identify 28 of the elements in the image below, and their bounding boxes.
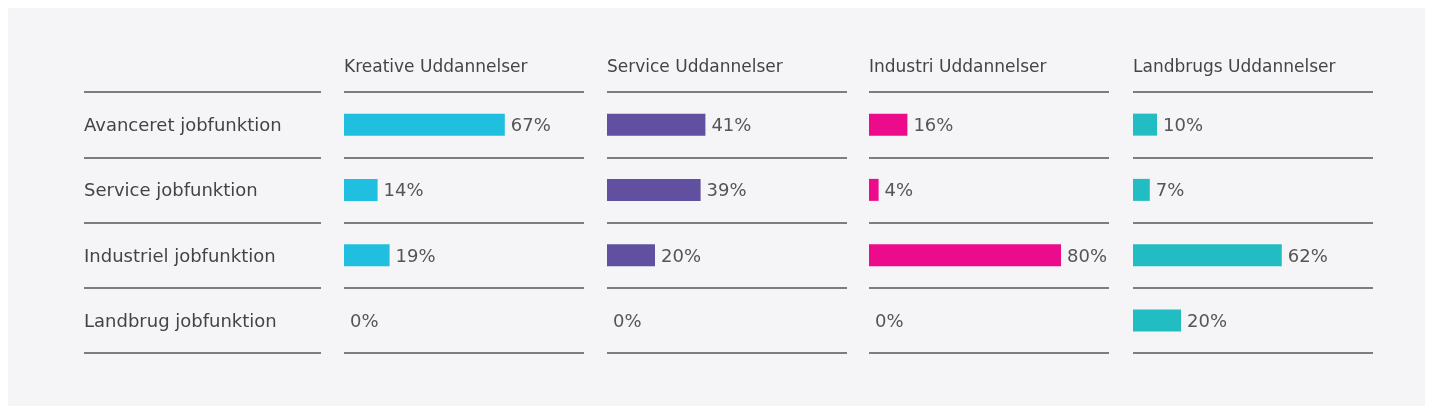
y-tick-label: Landbrug jobfunktion <box>84 309 277 331</box>
y-tick-label: Avanceret jobfunktion <box>84 114 282 136</box>
y-tick-label: Service jobfunktion <box>84 179 258 201</box>
data-label: 80% <box>1067 244 1108 266</box>
data-label: 67% <box>510 114 551 136</box>
data-label: 16% <box>913 114 954 136</box>
data-label: 7% <box>1155 179 1185 201</box>
data-label: 62% <box>1287 244 1328 266</box>
data-label: 0% <box>875 309 904 331</box>
data-label: 0% <box>350 309 379 331</box>
data-label: 4% <box>884 179 914 201</box>
chart-title: Kreative Uddannelser <box>344 55 528 76</box>
chart-title: Service Uddannelser <box>607 55 783 76</box>
chart-title: Industri Uddannelser <box>869 55 1047 76</box>
data-label: 0% <box>613 309 642 331</box>
data-label: 20% <box>661 244 702 266</box>
data-label: 41% <box>711 114 752 136</box>
data-label: 20% <box>1187 309 1228 331</box>
chart-title: Landbrugs Uddannelser <box>1133 55 1336 76</box>
data-label: 10% <box>1163 114 1204 136</box>
bar <box>1133 113 1157 136</box>
data-label: 19% <box>395 244 436 266</box>
data-label: 39% <box>706 179 747 201</box>
bar <box>1133 178 1150 201</box>
y-tick-label: Industriel jobfunktion <box>84 244 276 266</box>
bar <box>1133 309 1181 332</box>
bar <box>1133 244 1282 267</box>
data-label: 14% <box>383 179 424 201</box>
